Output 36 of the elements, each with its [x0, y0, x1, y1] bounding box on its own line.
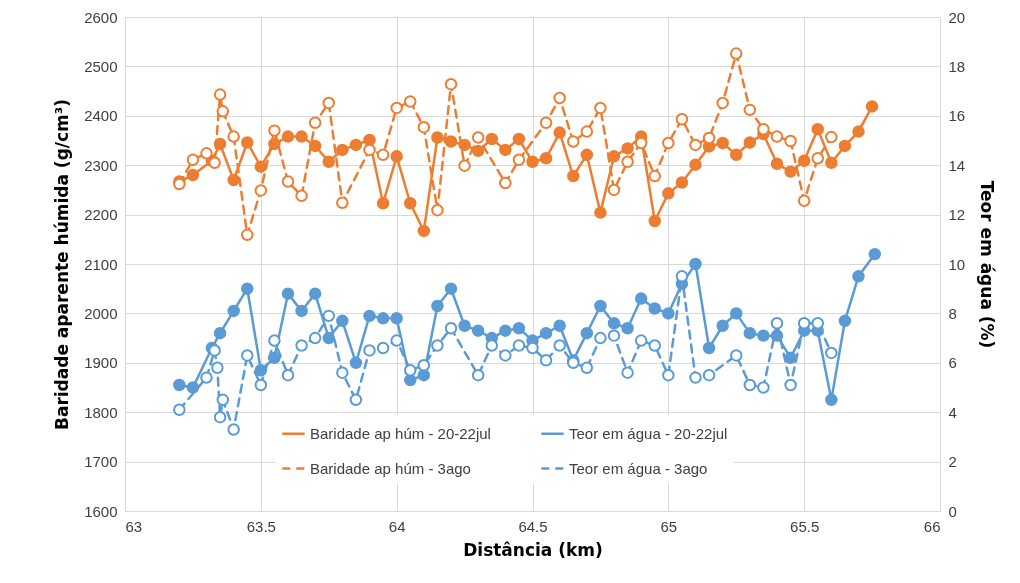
y2-tick-label: 14	[948, 156, 966, 174]
y-axis-title: Baridade aparente húmida (g/cm³)	[52, 98, 73, 431]
y-tick-label: 1900	[84, 354, 118, 372]
y2-tick-label: 10	[948, 255, 966, 273]
legend-label: Teor em água - 20-22jul	[569, 424, 728, 442]
y-tick-label: 2500	[84, 57, 118, 75]
y2-tick-label: 2	[948, 453, 957, 471]
x-axis-title: Distância (km)	[463, 539, 603, 560]
y2-tick-label: 12	[948, 206, 966, 224]
y2-tick-label: 18	[948, 57, 966, 75]
legend-label: Teor em água - 3ago	[569, 459, 708, 477]
x-tick-label: 63.5	[246, 517, 276, 535]
x-tick-label: 63	[125, 517, 143, 535]
y-tick-label: 2400	[84, 107, 118, 125]
legend-label: Baridade ap húm - 3ago	[310, 459, 471, 477]
y2-axis-title: Teor em água (%)	[977, 180, 998, 349]
y-tick-label: 1700	[84, 453, 118, 471]
y2-tick-label: 0	[948, 502, 957, 520]
y2-tick-label: 8	[948, 304, 957, 322]
x-tick-label: 66	[923, 517, 941, 535]
y-tick-label: 2100	[84, 255, 118, 273]
y2-tick-label: 16	[948, 107, 966, 125]
x-tick-label: 64	[388, 517, 406, 535]
y-tick-label: 2000	[84, 304, 118, 322]
legend-label: Baridade ap húm - 20-22jul	[310, 424, 491, 442]
y-tick-label: 2300	[84, 156, 118, 174]
y2-tick-label: 20	[948, 8, 966, 26]
y-tick-label: 1800	[84, 403, 118, 421]
y2-tick-label: 6	[948, 354, 957, 372]
x-tick-label: 65.5	[790, 517, 820, 535]
y-tick-label: 1600	[84, 502, 118, 520]
y2-tick-label: 4	[948, 403, 957, 421]
y-tick-label: 2200	[84, 206, 118, 224]
x-tick-label: 64.5	[518, 517, 548, 535]
y-tick-label: 2600	[84, 8, 118, 26]
x-tick-label: 65	[660, 517, 678, 535]
